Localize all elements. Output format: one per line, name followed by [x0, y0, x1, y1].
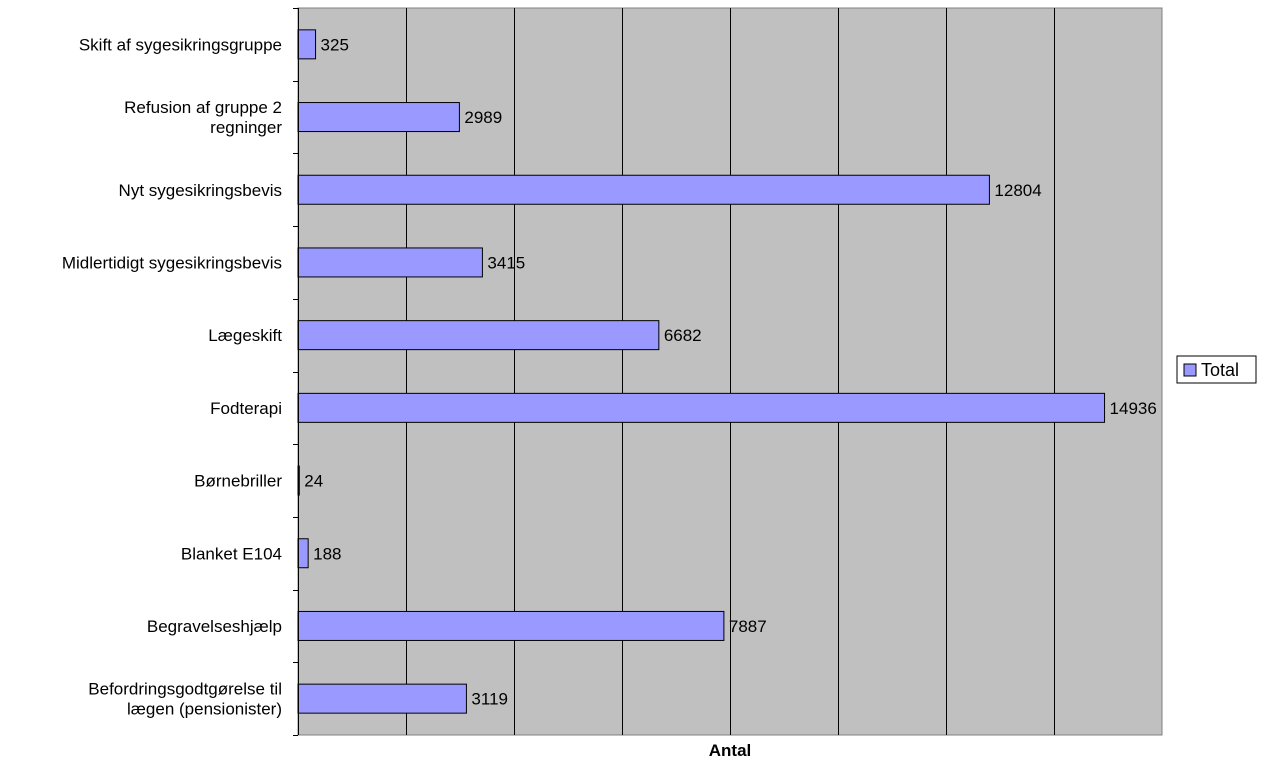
category-label: Fodterapi [210, 399, 282, 418]
data-label: 7887 [729, 617, 767, 636]
data-label: 188 [313, 544, 341, 563]
bar [297, 610, 725, 641]
bar [297, 683, 467, 714]
category-label: Børnebriller [194, 472, 282, 491]
data-label: 12804 [994, 181, 1041, 200]
data-label: 14936 [1110, 399, 1157, 418]
x-axis-title: Antal [709, 741, 752, 760]
bars [297, 29, 1106, 714]
bar [297, 29, 317, 60]
legend-label: Total [1201, 360, 1239, 380]
category-label: Blanket E104 [181, 544, 282, 563]
bar [297, 247, 483, 278]
data-labels: 325 2989 12804 3415 6682 14936 24 188 7887 3119 [304, 35, 1157, 708]
data-label: 6682 [664, 326, 702, 345]
bar [297, 320, 660, 351]
bar [297, 538, 309, 569]
bar [297, 102, 460, 133]
category-label: Lægeskift [208, 326, 282, 345]
category-label: Begravelseshjælp [147, 617, 282, 636]
category-label: Refusion af gruppe 2 regninger [124, 98, 282, 137]
data-label: 3415 [487, 253, 525, 272]
category-label: Skift af sygesikringsgruppe [79, 35, 282, 54]
category-label: Befordringsgodtgørelse til lægen (pension… [88, 680, 282, 719]
bar [297, 174, 990, 205]
data-label: 325 [321, 35, 349, 54]
bar [297, 392, 1106, 423]
category-label: Midlertidigt sygesikringsbevis [62, 253, 282, 272]
y-axis-ticks [293, 8, 298, 736]
legend-swatch [1183, 363, 1197, 377]
data-label: 24 [304, 472, 323, 491]
category-labels: Skift af sygesikringsgruppe Refusion af g… [62, 35, 282, 718]
category-label: Nyt sygesikringsbevis [119, 181, 282, 200]
data-label: 3119 [471, 690, 508, 709]
legend: Total [1176, 355, 1257, 384]
data-label: 2989 [464, 108, 502, 127]
